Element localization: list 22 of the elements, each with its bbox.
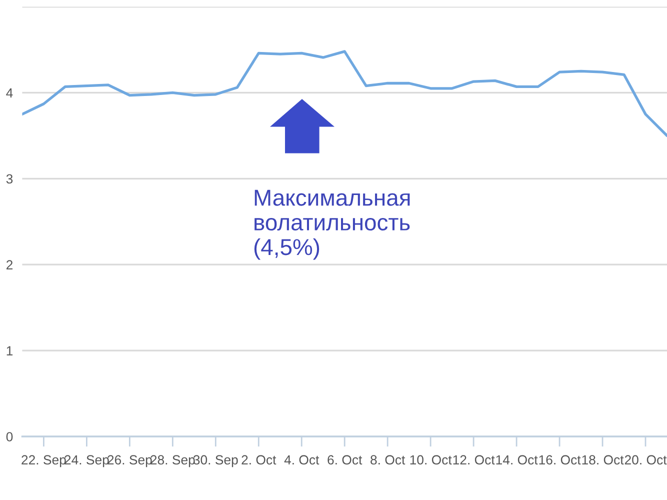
x-tick-label: 30. Sep	[193, 455, 238, 468]
x-tick-label: 26. Sep	[108, 455, 152, 468]
y-tick-label: 1	[6, 346, 13, 356]
line-series	[22, 50, 667, 137]
annotation: Максимальная волатильность (4,5%)	[254, 190, 410, 260]
x-tick-label: 24. Sep	[64, 455, 109, 468]
y-tick-label: 0	[6, 432, 13, 442]
x-tick-label: 8. Oct	[370, 455, 406, 465]
x-tick-label: 14. Oct	[496, 455, 538, 465]
x-tick-label: 10. Oct	[410, 455, 452, 465]
y-tick-label: 4	[6, 88, 13, 98]
y-tick-label: 3	[6, 174, 13, 184]
x-tick-label: 18. Oct	[582, 455, 624, 465]
x-tick-label: 4. Oct	[284, 455, 320, 465]
x-tick-label: 20. Oct	[624, 455, 667, 465]
y-tick-label: 2	[6, 260, 13, 270]
x-tick-label: 16. Oct	[539, 455, 581, 465]
x-tick-label: 6. Oct	[328, 455, 362, 465]
x-tick-label: 12. Oct	[453, 455, 495, 465]
x-tick-label: 28. Sep	[150, 455, 195, 468]
x-tick-label: 2. Oct	[242, 455, 276, 465]
x-tick-label: 22. Sep	[22, 455, 66, 468]
